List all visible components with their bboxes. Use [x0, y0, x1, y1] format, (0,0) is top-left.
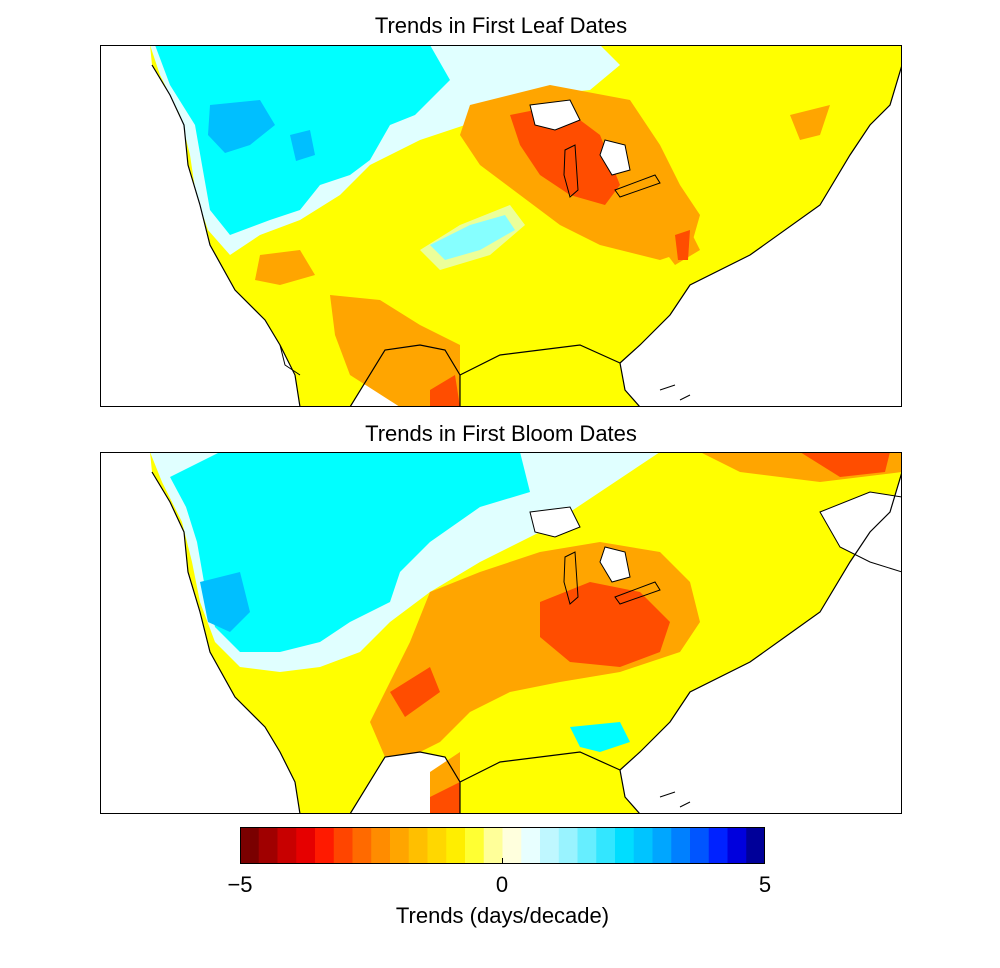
- pale-cyan-streak: [420, 205, 525, 270]
- colorbar-cell: [446, 827, 466, 864]
- orange-region: [330, 295, 460, 407]
- azure-patch: [290, 130, 315, 161]
- coastline: [619, 471, 902, 771]
- coastline: [459, 344, 641, 407]
- coastline: [659, 384, 691, 401]
- colorbar-cell: [258, 827, 278, 864]
- colorbar-cell: [465, 827, 485, 864]
- colorbar-cell: [502, 827, 522, 864]
- colorbar-cell: [652, 827, 672, 864]
- colorbar-cell: [296, 827, 316, 864]
- colorbar-cell: [352, 827, 372, 864]
- colorbar-cell: [277, 827, 297, 864]
- lake-erie: [614, 581, 661, 605]
- deep-orange-region: [800, 452, 890, 477]
- deep-orange-region: [540, 582, 670, 667]
- colorbar-cell: [708, 827, 728, 864]
- deep-orange-region: [430, 782, 460, 814]
- colorbar-cell: [315, 827, 335, 864]
- azure-patch: [200, 572, 250, 632]
- coastline: [151, 64, 301, 407]
- orange-region: [255, 250, 315, 285]
- colorbar-label: Trends (days/decade): [395, 903, 610, 928]
- no-data-region: [819, 491, 902, 573]
- colorbar-cell: [427, 827, 447, 864]
- top-panel-title: Trends in First Leaf Dates: [374, 13, 628, 38]
- colorbar-cell: [558, 827, 578, 864]
- coastline: [279, 344, 301, 376]
- colorbar-cell: [615, 827, 635, 864]
- lake-superior: [529, 506, 581, 538]
- coastline: [659, 791, 691, 808]
- coastline: [349, 751, 461, 814]
- lake-superior: [529, 99, 581, 131]
- colorbar-cell: [746, 827, 765, 864]
- bottom-panel-title: Trends in First Bloom Dates: [365, 421, 637, 446]
- lake-erie: [614, 174, 661, 198]
- colorbar-cell: [671, 827, 691, 864]
- colorbar-cell: [690, 827, 710, 864]
- first-leaf-trend-map: [100, 45, 902, 407]
- colorbar-cell: [577, 827, 597, 864]
- colorbar: [240, 827, 765, 864]
- colorbar-tick-max: 5: [758, 872, 772, 897]
- coastline: [459, 751, 641, 814]
- coastline: [151, 471, 301, 814]
- first-bloom-trend-map: [100, 452, 902, 814]
- coastline: [349, 344, 461, 407]
- lake-michigan: [563, 144, 579, 198]
- colorbar-cell: [390, 827, 410, 864]
- colorbar-cell: [371, 827, 391, 864]
- colorbar-cell: [521, 827, 541, 864]
- orange-region: [790, 105, 830, 140]
- deep-orange-region: [430, 375, 460, 407]
- lake-huron: [599, 546, 631, 583]
- coastline: [619, 64, 902, 364]
- lake-huron: [599, 139, 631, 176]
- colorbar-tick-zero: 0: [495, 872, 509, 897]
- lake-michigan: [563, 551, 579, 605]
- colorbar-cell: [408, 827, 428, 864]
- colorbar-cell: [727, 827, 747, 864]
- colorbar-cell: [596, 827, 616, 864]
- colorbar-cell: [540, 827, 560, 864]
- deep-orange-region: [390, 667, 440, 717]
- azure-patch: [208, 100, 275, 153]
- deep-orange-region: [675, 230, 690, 260]
- colorbar-cell: [240, 827, 260, 864]
- colorbar-cell: [333, 827, 353, 864]
- colorbar-tick-min: −5: [227, 872, 253, 897]
- colorbar-cell: [483, 827, 503, 864]
- cyan-patch: [570, 722, 630, 752]
- colorbar-cell: [633, 827, 653, 864]
- cyan-region: [170, 452, 530, 652]
